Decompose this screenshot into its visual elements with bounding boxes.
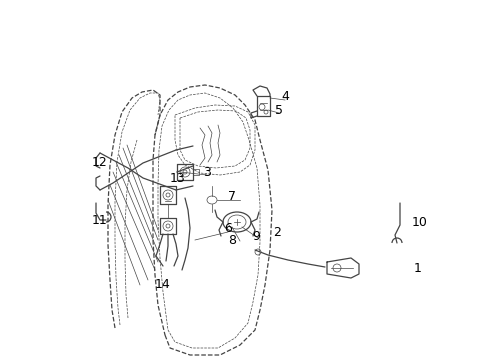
Text: 5: 5 [274, 104, 283, 117]
Text: 3: 3 [203, 166, 210, 179]
Text: 1: 1 [413, 261, 421, 274]
Text: 13: 13 [170, 171, 185, 184]
Text: 10: 10 [411, 216, 427, 229]
Text: 4: 4 [281, 90, 288, 104]
Text: 8: 8 [227, 234, 236, 248]
Text: 12: 12 [92, 157, 108, 170]
Text: 7: 7 [227, 190, 236, 203]
Text: 2: 2 [272, 226, 281, 239]
Text: 11: 11 [92, 213, 108, 226]
Text: 14: 14 [155, 278, 170, 291]
Text: 9: 9 [251, 230, 260, 243]
Text: 6: 6 [224, 221, 231, 234]
